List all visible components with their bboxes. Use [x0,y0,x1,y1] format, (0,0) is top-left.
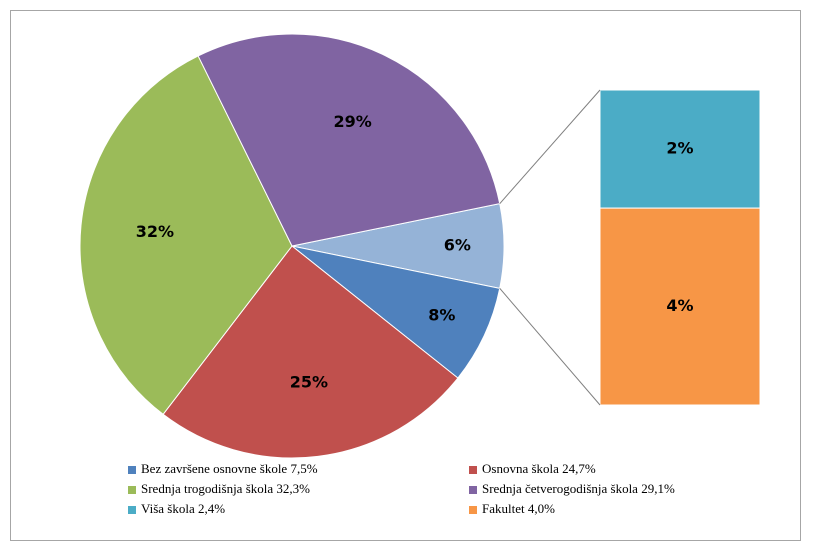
pie-slice [197,33,501,247]
pie-slice [79,55,293,416]
legend-label: Fakultet 4,0% [482,501,555,516]
data-label: 8% [428,305,455,324]
legend-label: Viša škola 2,4% [141,501,225,516]
pie-slice [291,245,501,379]
data-label: 25% [290,372,328,391]
pie-slice [162,245,459,459]
legend-label: Bez završene osnovne škole 7,5% [141,461,318,476]
bar-segment [599,207,761,406]
data-label: 32% [136,222,174,241]
connector-line [499,288,601,406]
legend-label: Srednja trogodišnja škola 32,3% [141,481,310,496]
legend-marker [469,466,477,474]
legend-marker [128,506,136,514]
legend-marker [469,506,477,514]
bar-segment [599,89,761,209]
data-label: 4% [666,296,693,315]
data-label: 6% [444,236,471,255]
connector-line [499,89,601,204]
legend-label: Srednja četverogodišnja škola 29,1% [482,481,675,496]
legend-label: Osnovna škola 24,7% [482,461,596,476]
legend-marker [469,486,477,494]
data-label: 29% [333,112,371,131]
data-label: 2% [666,139,693,158]
legend-marker [128,486,136,494]
legend-marker [128,466,136,474]
